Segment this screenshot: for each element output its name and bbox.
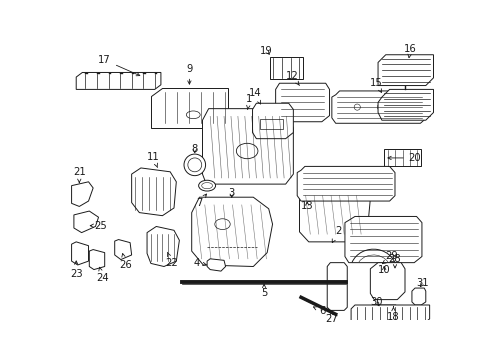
Text: 29: 29 — [382, 252, 397, 264]
Polygon shape — [344, 216, 421, 263]
Bar — [384, 149, 420, 166]
Text: 19: 19 — [260, 46, 272, 56]
Text: 2: 2 — [331, 226, 341, 243]
Ellipse shape — [202, 183, 212, 189]
Polygon shape — [252, 103, 293, 139]
Polygon shape — [326, 263, 346, 310]
Polygon shape — [74, 211, 99, 233]
Polygon shape — [331, 91, 426, 123]
Polygon shape — [191, 197, 272, 266]
Text: 26: 26 — [119, 253, 132, 270]
Polygon shape — [202, 109, 293, 184]
Text: 30: 30 — [369, 297, 382, 307]
Ellipse shape — [214, 219, 230, 230]
Polygon shape — [131, 168, 176, 216]
Text: 21: 21 — [73, 167, 85, 183]
Ellipse shape — [198, 180, 215, 191]
Text: 24: 24 — [96, 267, 108, 283]
Text: 20: 20 — [387, 153, 421, 163]
Text: 25: 25 — [90, 221, 107, 231]
Text: 31: 31 — [416, 278, 428, 288]
Text: 27: 27 — [325, 311, 338, 324]
Text: 5: 5 — [261, 284, 267, 298]
Circle shape — [400, 104, 406, 110]
Text: 15: 15 — [369, 78, 382, 93]
Polygon shape — [76, 72, 161, 89]
Polygon shape — [89, 249, 104, 270]
Circle shape — [353, 104, 360, 110]
Ellipse shape — [236, 143, 257, 159]
Circle shape — [187, 158, 202, 172]
Polygon shape — [299, 189, 369, 242]
Circle shape — [183, 154, 205, 176]
Polygon shape — [369, 263, 404, 300]
Text: 13: 13 — [300, 202, 313, 211]
Text: 28: 28 — [388, 254, 401, 268]
Text: 11: 11 — [146, 152, 159, 167]
Text: 9: 9 — [186, 64, 192, 84]
Text: 7: 7 — [196, 194, 206, 208]
Polygon shape — [71, 182, 93, 206]
Polygon shape — [297, 166, 394, 201]
Ellipse shape — [186, 111, 200, 119]
Polygon shape — [71, 242, 88, 265]
Text: 8: 8 — [191, 144, 198, 154]
Text: 10: 10 — [377, 265, 390, 275]
Bar — [270, 57, 302, 78]
Polygon shape — [275, 83, 329, 122]
Text: 12: 12 — [285, 71, 299, 86]
Polygon shape — [377, 55, 432, 86]
Bar — [260, 119, 283, 130]
Text: 18: 18 — [386, 307, 399, 322]
Text: 23: 23 — [70, 261, 82, 279]
Polygon shape — [411, 288, 425, 305]
Polygon shape — [147, 226, 179, 266]
Text: 4: 4 — [194, 258, 206, 267]
Polygon shape — [350, 305, 429, 322]
Polygon shape — [370, 305, 396, 320]
Text: 6: 6 — [313, 306, 325, 316]
Circle shape — [377, 104, 383, 110]
Text: 3: 3 — [228, 188, 234, 198]
Text: 16: 16 — [403, 44, 416, 58]
Polygon shape — [207, 259, 225, 271]
Polygon shape — [115, 239, 131, 260]
Text: 22: 22 — [165, 252, 178, 267]
Polygon shape — [151, 88, 227, 128]
Text: 1: 1 — [246, 94, 252, 109]
Text: 14: 14 — [248, 88, 261, 104]
Polygon shape — [377, 89, 432, 120]
Text: 17: 17 — [98, 55, 140, 76]
